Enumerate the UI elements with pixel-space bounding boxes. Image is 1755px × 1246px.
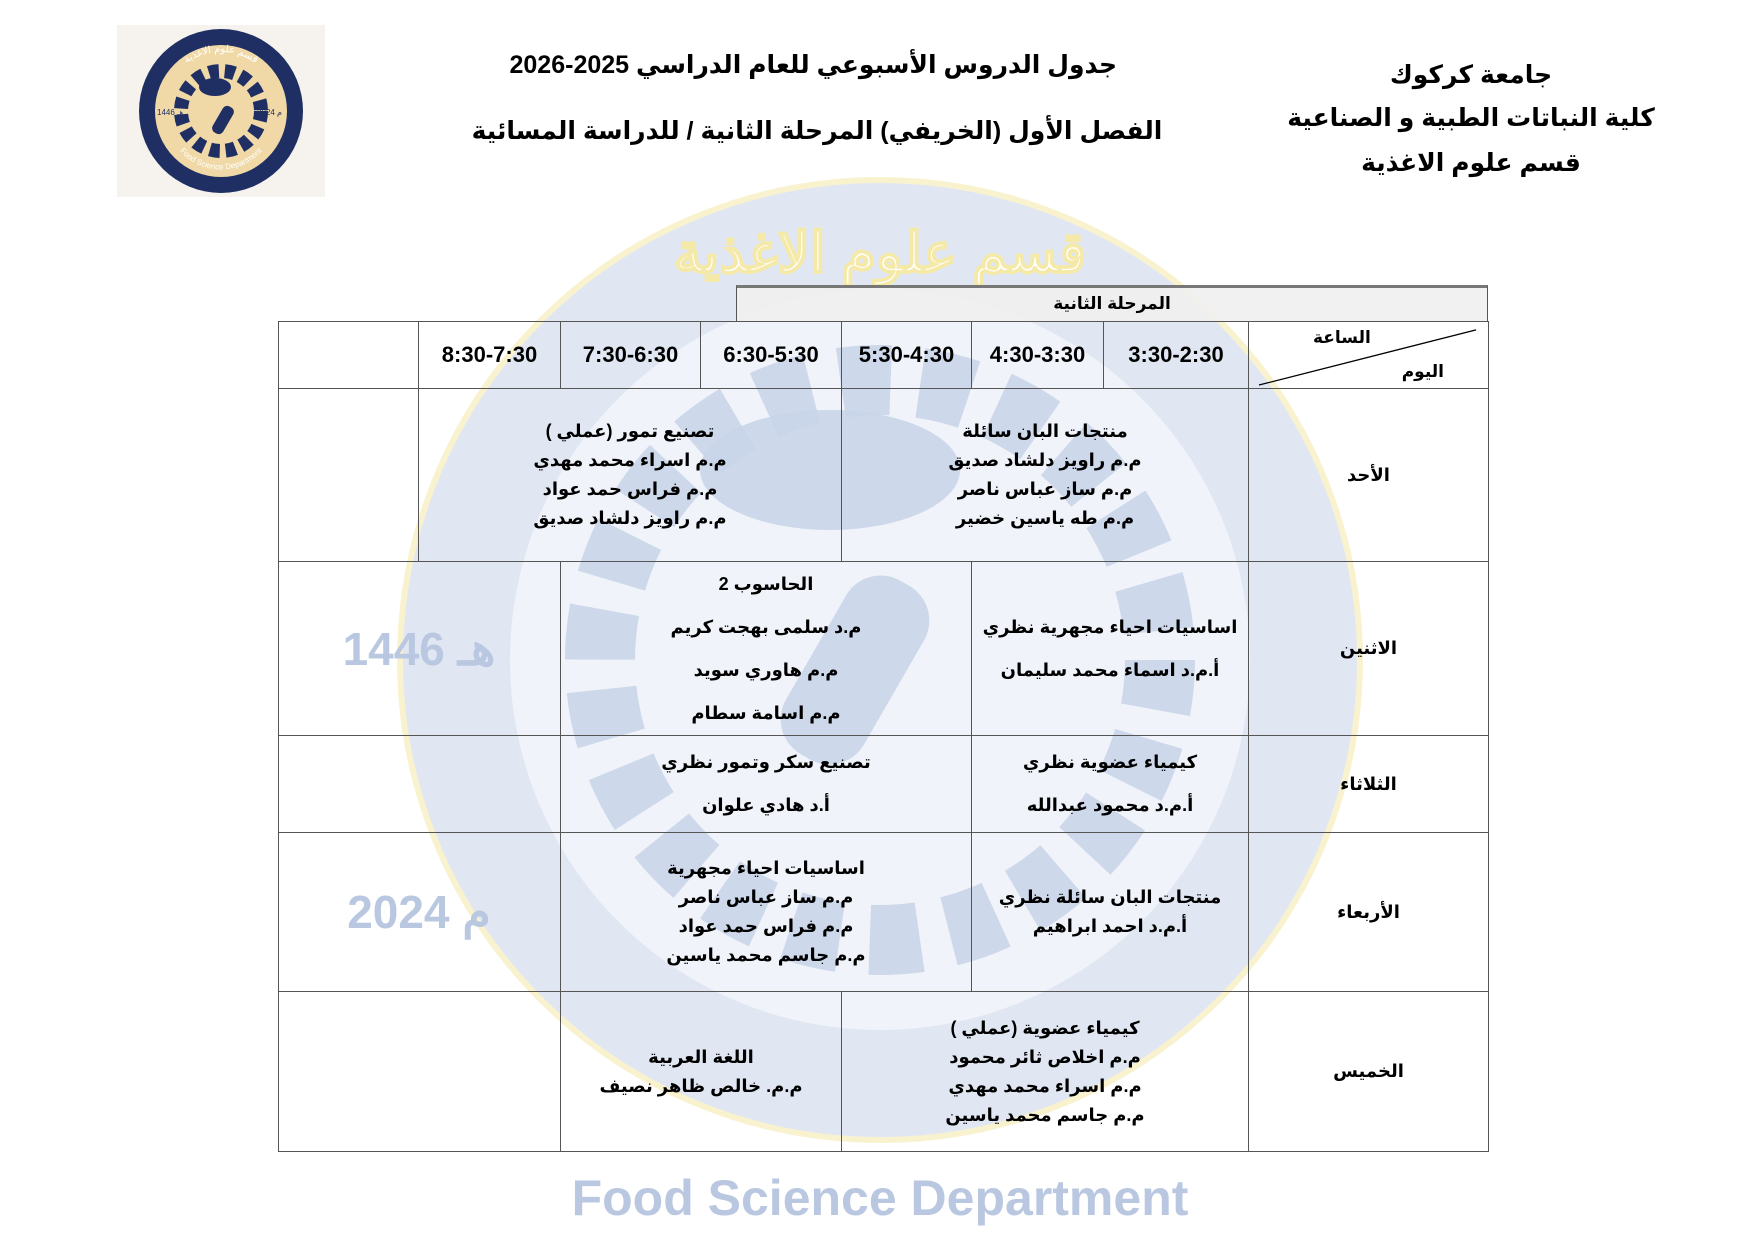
- time-slot-header: 6:30-5:30: [700, 321, 842, 389]
- class-cell: اساسيات احياء مجهرية نظري أ.م.د اسماء محم…: [971, 561, 1249, 736]
- instructor-name: م.م هاوري سويد: [693, 659, 839, 680]
- class-cell: تصنيع تمور (عملي ) م.م اسراء محمد مهدي م.م…: [418, 388, 842, 562]
- empty-cell: [278, 991, 561, 1152]
- instructor-name: م.م طه ياسين خضير: [955, 508, 1135, 528]
- instructor-name: أ.م.د احمد ابراهيم: [1032, 916, 1188, 936]
- instructor-name: م.م ساز عباس ناصر: [957, 479, 1133, 499]
- empty-cell: [278, 388, 419, 562]
- schedule-table: الساعة اليوم 3:30-2:30 4:30-3:30 5:30-4:30 6:…: [278, 321, 1489, 1152]
- day-cell: الأربعاء: [1248, 832, 1489, 992]
- day-label: اليوم: [1401, 362, 1444, 381]
- course-name: اساسيات احياء مجهرية: [667, 858, 865, 878]
- empty-cell: [278, 561, 561, 736]
- diagonal-divider: [1249, 322, 1488, 388]
- day-cell: الأحد: [1248, 388, 1489, 562]
- empty-cell: [278, 735, 561, 833]
- class-cell: منتجات البان سائلة نظري أ.م.د احمد ابراهي…: [971, 832, 1249, 992]
- day-row: الأربعاء منتجات البان سائلة نظري أ.م.د احم…: [278, 832, 1489, 992]
- day-row: الثلاثاء كيمياء عضوية نظري أ.م.د محمود عبد…: [278, 735, 1489, 833]
- instructor-name: م.م اخلاص ثائر محمود: [949, 1046, 1141, 1067]
- department-name: قسم علوم الاغذية: [1361, 149, 1581, 177]
- schedule-subtitle: الفصل الأول (الخريفي) المرحلة الثانية / …: [471, 117, 1163, 145]
- logo-year-g: 2024 م: [257, 108, 282, 117]
- instructor-name: م.م اسراء محمد مهدي: [948, 1075, 1142, 1096]
- instructor-name: م.م راويز دلشاد صديق: [533, 508, 727, 528]
- corner-cell: الساعة اليوم: [1248, 321, 1489, 389]
- empty-cell: [278, 832, 561, 992]
- schedule-title: جدول الدروس الأسبوعي للعام الدراسي 2025-…: [509, 51, 1118, 79]
- department-logo: قسم علوم الاغذية Food Science Department…: [117, 25, 325, 197]
- time-slot-header: 8:30-7:30: [418, 321, 561, 389]
- time-slot-header: 7:30-6:30: [560, 321, 701, 389]
- instructor-name: أ.د هادي علوان: [702, 795, 830, 815]
- phase-header: المرحلة الثانية: [736, 285, 1488, 321]
- instructor-name: أ.م.د اسماء محمد سليمان: [1000, 659, 1220, 680]
- course-name: تصنيع سكر وتمور نظري: [661, 752, 871, 772]
- instructor-name: م.م فراس حمد عواد: [678, 916, 854, 936]
- instructor-name: م.م اسراء محمد مهدي: [533, 450, 727, 470]
- instructor-name: م.م جاسم محمد ياسين: [945, 1104, 1145, 1125]
- day-row: الأحد منتجات البان سائلة م.م راويز دلشاد ص…: [278, 388, 1489, 562]
- watermark-english: Food Science Department: [572, 1170, 1189, 1226]
- course-name: تصنيع تمور (عملي ): [545, 421, 715, 441]
- time-slot-header: [278, 321, 419, 389]
- instructor-name: أ.م.د محمود عبدالله: [1026, 795, 1194, 815]
- course-name: منتجات البان سائلة: [962, 421, 1128, 441]
- hour-label: الساعة: [1313, 328, 1371, 347]
- course-name: كيمياء عضوية (عملي ): [950, 1017, 1140, 1038]
- course-name: منتجات البان سائلة نظري: [998, 887, 1222, 907]
- watermark-arabic: قسم علوم الاغذية: [674, 221, 1086, 287]
- day-cell: الثلاثاء: [1248, 735, 1489, 833]
- class-cell: كيمياء عضوية (عملي ) م.م اخلاص ثائر محمود…: [841, 991, 1249, 1152]
- time-header-row: الساعة اليوم 3:30-2:30 4:30-3:30 5:30-4:30 6:…: [278, 321, 1489, 389]
- instructor-name: م.د سلمى بهجت كريم: [670, 616, 862, 637]
- day-row: الخميس كيمياء عضوية (عملي ) م.م اخلاص ثائر…: [278, 991, 1489, 1152]
- day-cell: الخميس: [1248, 991, 1489, 1152]
- instructor-name: م.م فراس حمد عواد: [542, 479, 718, 499]
- instructor-name: م.م اسامة سطام: [691, 702, 841, 723]
- university-name: جامعة كركوك: [1389, 61, 1553, 89]
- course-name: اللغة العربية: [648, 1046, 754, 1067]
- course-name: كيمياء عضوية نظري: [1022, 752, 1198, 772]
- instructor-name: م.م ساز عباس ناصر: [678, 887, 854, 907]
- time-slot-header: 3:30-2:30: [1103, 321, 1249, 389]
- course-name: اساسيات احياء مجهرية نظري: [982, 616, 1238, 637]
- course-name: الحاسوب 2: [718, 573, 814, 594]
- class-cell: منتجات البان سائلة م.م راويز دلشاد صديق م.…: [841, 388, 1249, 562]
- class-cell: كيمياء عضوية نظري أ.م.د محمود عبدالله: [971, 735, 1249, 833]
- day-cell: الاثنين: [1248, 561, 1489, 736]
- logo-year-h: 1446 هـ: [157, 108, 184, 117]
- day-row: الاثنين اساسيات احياء مجهرية نظري أ.م.د اس…: [278, 561, 1489, 736]
- class-cell: تصنيع سكر وتمور نظري أ.د هادي علوان: [560, 735, 972, 833]
- class-cell: اساسيات احياء مجهرية م.م ساز عباس ناصر م.م…: [560, 832, 972, 992]
- class-cell: اللغة العربية م.م. خالص ظاهر نصيف: [560, 991, 842, 1152]
- class-cell: الحاسوب 2 م.د سلمى بهجت كريم م.م هاوري سوي…: [560, 561, 972, 736]
- instructor-name: م.م. خالص ظاهر نصيف: [599, 1075, 803, 1096]
- time-slot-header: 4:30-3:30: [971, 321, 1104, 389]
- instructor-name: م.م جاسم محمد ياسين: [666, 945, 866, 965]
- time-slot-header: 5:30-4:30: [841, 321, 972, 389]
- college-name: كلية النباتات الطبية و الصناعية: [1287, 104, 1655, 132]
- instructor-name: م.م راويز دلشاد صديق: [948, 450, 1142, 470]
